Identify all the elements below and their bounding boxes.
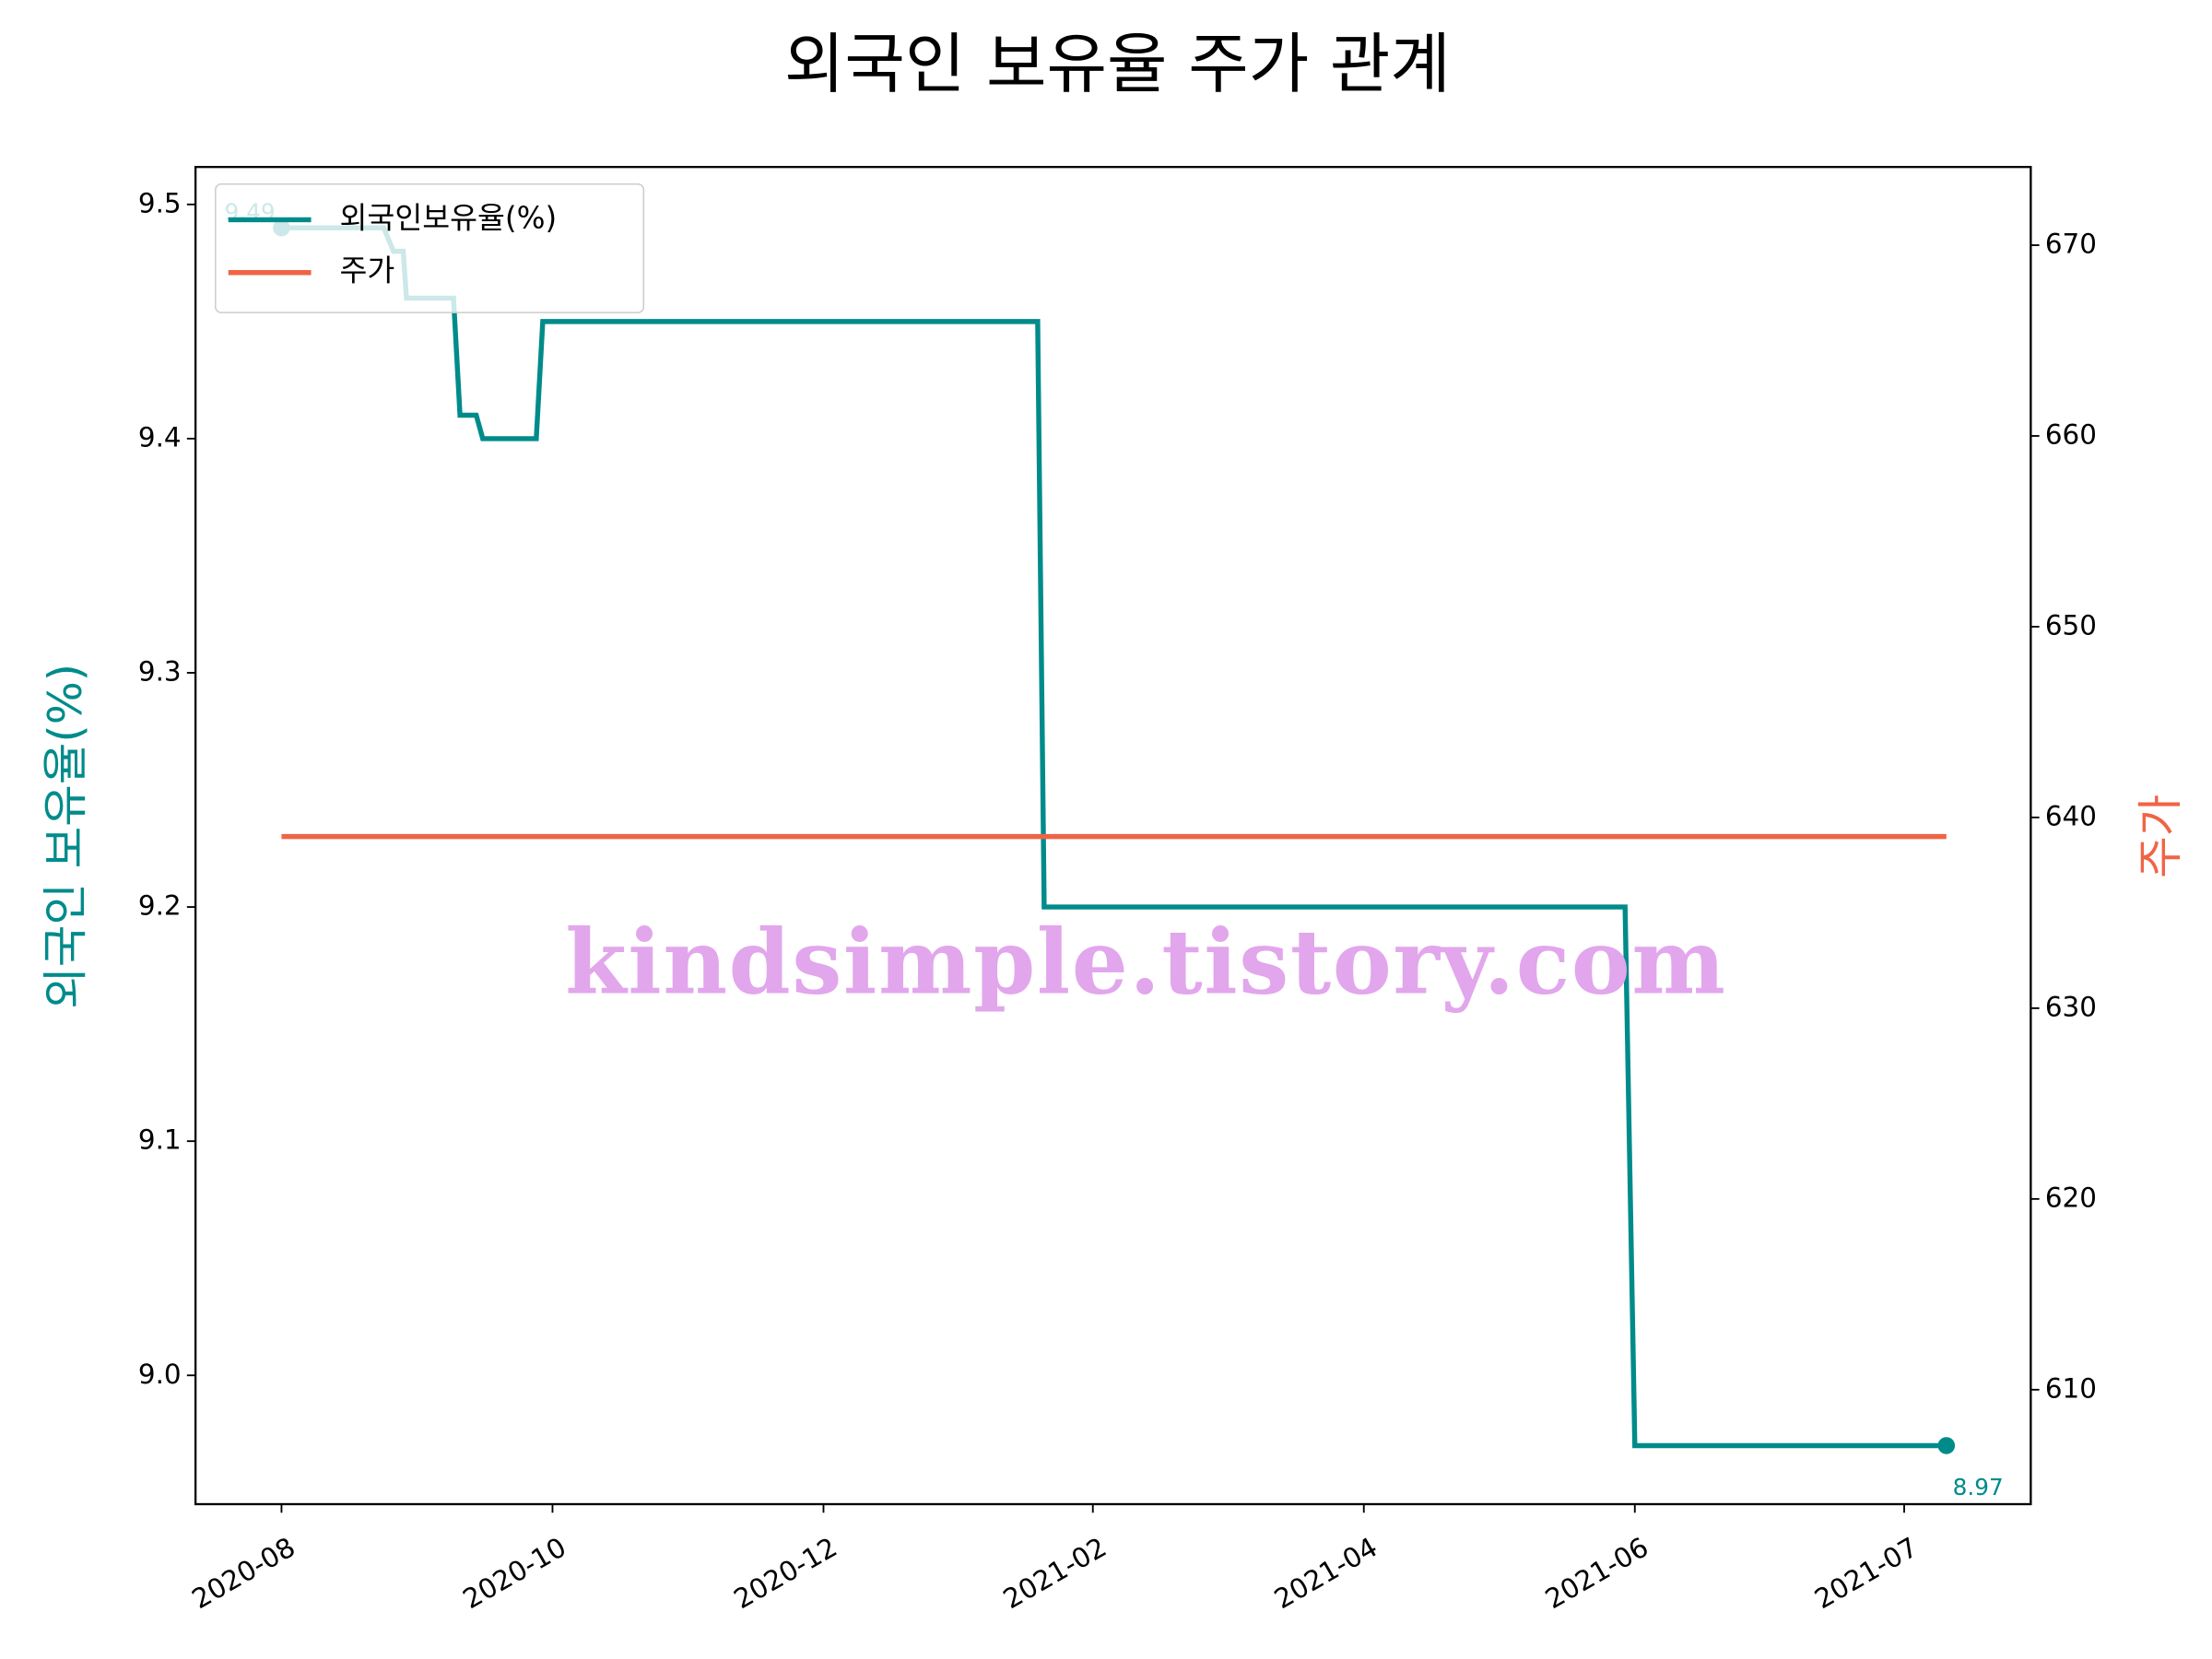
y-tick-label: 9.3 [138,655,182,687]
x-tick-label: 2021-04 [1269,1531,1382,1615]
legend-label: 외국인보유율(%) [340,200,558,235]
y2-tick-label: 660 [2045,418,2097,450]
x-tick-label: 2021-02 [998,1531,1112,1615]
legend: 외국인보유율(%) 주가 [215,182,645,313]
y-tick-label: 9.0 [138,1359,182,1390]
y2-tick-label: 670 [2045,229,2097,260]
watermark: kindsimple.tistory.com [565,911,1726,1015]
x-tick-label: 2021-06 [1540,1531,1653,1615]
y-tick-label: 9.2 [138,890,182,922]
x-tick-label: 2020-08 [187,1531,300,1615]
y2-tick-label: 610 [2045,1372,2097,1404]
y2-tick-label: 620 [2045,1182,2097,1213]
y-tick-label: 9.5 [138,187,182,218]
x-tick-label: 2020-10 [458,1531,571,1615]
y2-tick-label: 640 [2045,800,2097,831]
y2-tick-label: 650 [2045,609,2097,641]
y2-tick-label: 630 [2045,991,2097,1022]
plot-frame [194,166,2032,1506]
y-tick-label: 9.4 [138,421,182,453]
end-marker [1937,1437,1956,1454]
y2-axis-label: 주가 [2134,794,2187,878]
legend-box [215,182,645,313]
chart-title: 외국인 보유율 주가 관계 [784,26,1451,102]
y-tick-label: 9.1 [138,1124,182,1156]
x-tick-label: 2020-12 [729,1531,842,1615]
x-tick-label: 2021-07 [1809,1531,1923,1615]
legend-label: 주가 [340,253,395,288]
y-axis-label: 외국인 보유율(%) [39,664,92,1009]
value-label: 8.97 [1953,1474,2004,1500]
